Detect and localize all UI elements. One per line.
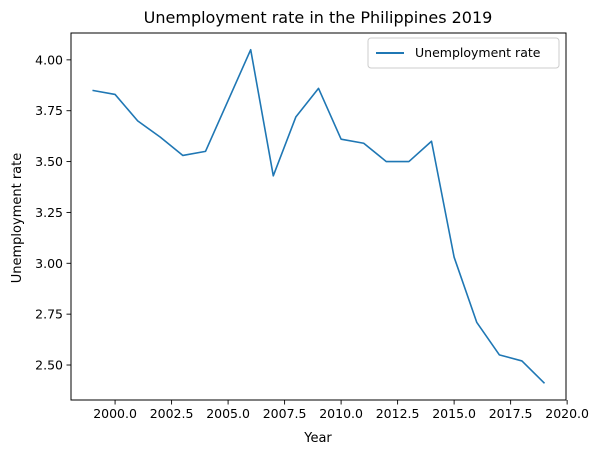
- y-tick-label: 2.50: [35, 358, 63, 373]
- x-axis: 2000.0 2002.5 2005.0 2007.5 2010.0 2012.5 2015…: [93, 400, 589, 421]
- y-axis-label: Unemployment rate: [10, 153, 25, 283]
- plot-area: [70, 32, 567, 401]
- x-tick-label: 2017.5: [489, 406, 533, 421]
- y-tick-label: 3.75: [35, 103, 63, 118]
- y-axis: 2.50 2.75 3.00 3.25 3.50 3.75 4.00: [35, 52, 71, 373]
- legend-box: [367, 37, 560, 69]
- legend: Unemployment rate: [367, 37, 560, 69]
- x-tick-label: 2007.5: [263, 406, 307, 421]
- x-tick-label: 2000.0: [93, 406, 137, 421]
- x-tick-label: 2015.0: [432, 406, 476, 421]
- legend-label: Unemployment rate: [415, 45, 541, 60]
- y-tick-label: 4.00: [35, 52, 63, 67]
- y-tick-label: 3.00: [35, 256, 63, 271]
- x-tick-label: 2012.5: [376, 406, 420, 421]
- y-tick-label: 3.25: [35, 205, 63, 220]
- y-tick-label: 2.75: [35, 307, 63, 322]
- x-tick-label: 2005.0: [206, 406, 250, 421]
- y-tick-label: 3.50: [35, 154, 63, 169]
- x-tick-label: 2002.5: [150, 406, 194, 421]
- chart-title: Unemployment rate in the Philippines 201…: [144, 8, 493, 27]
- series-line-0: [92, 48, 546, 384]
- axes-frame: [70, 32, 567, 401]
- x-tick-label: 2020.0: [545, 406, 589, 421]
- x-tick-label: 2010.0: [319, 406, 363, 421]
- x-axis-label: Year: [303, 431, 332, 446]
